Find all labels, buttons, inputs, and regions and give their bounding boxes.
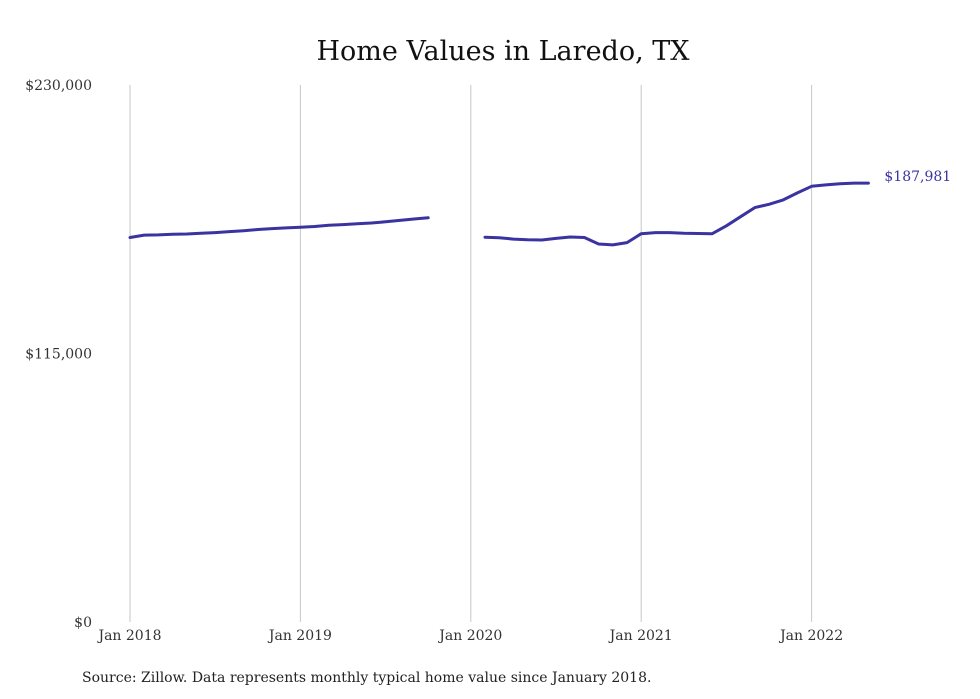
y-tick-label: $230,000 bbox=[25, 78, 92, 94]
x-tick-label: Jan 2022 bbox=[778, 628, 843, 644]
source-note: Source: Zillow. Data represents monthly … bbox=[82, 670, 651, 686]
x-tick-label: Jan 2019 bbox=[267, 628, 332, 644]
chart-title: Home Values in Laredo, TX bbox=[317, 36, 691, 67]
x-tick-label: Jan 2021 bbox=[608, 628, 673, 644]
y-tick-label: $0 bbox=[74, 615, 92, 631]
x-tick-label: Jan 2020 bbox=[437, 628, 502, 644]
y-axis-ticks: $230,000 $115,000 $0 bbox=[25, 78, 92, 631]
x-tick-label: Jan 2018 bbox=[96, 628, 161, 644]
series-line-segment-1 bbox=[128, 216, 430, 239]
series-layer bbox=[128, 181, 870, 247]
end-value-label: $187,981 bbox=[884, 169, 951, 185]
y-tick-label: $115,000 bbox=[25, 347, 92, 363]
series-line-segment-2 bbox=[483, 181, 870, 247]
x-axis-ticks: Jan 2018 Jan 2019 Jan 2020 Jan 2021 Jan 2022 bbox=[96, 628, 843, 644]
gridlines bbox=[129, 85, 813, 622]
